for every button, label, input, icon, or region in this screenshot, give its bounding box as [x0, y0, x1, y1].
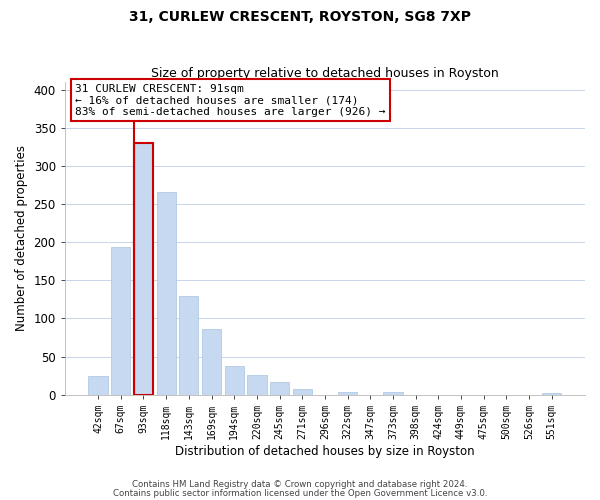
Bar — [293, 388, 312, 394]
Bar — [383, 392, 403, 394]
Text: 31, CURLEW CRESCENT, ROYSTON, SG8 7XP: 31, CURLEW CRESCENT, ROYSTON, SG8 7XP — [129, 10, 471, 24]
Text: 31 CURLEW CRESCENT: 91sqm
← 16% of detached houses are smaller (174)
83% of semi: 31 CURLEW CRESCENT: 91sqm ← 16% of detac… — [75, 84, 386, 117]
Title: Size of property relative to detached houses in Royston: Size of property relative to detached ho… — [151, 66, 499, 80]
Bar — [338, 392, 357, 394]
Bar — [224, 366, 244, 394]
Bar — [202, 329, 221, 394]
X-axis label: Distribution of detached houses by size in Royston: Distribution of detached houses by size … — [175, 444, 475, 458]
Bar — [270, 382, 289, 394]
Text: Contains public sector information licensed under the Open Government Licence v3: Contains public sector information licen… — [113, 489, 487, 498]
Text: Contains HM Land Registry data © Crown copyright and database right 2024.: Contains HM Land Registry data © Crown c… — [132, 480, 468, 489]
Bar — [179, 296, 199, 394]
Bar — [542, 393, 562, 394]
Bar — [88, 376, 108, 394]
Bar — [247, 375, 266, 394]
Bar — [111, 246, 130, 394]
Y-axis label: Number of detached properties: Number of detached properties — [15, 146, 28, 332]
Bar — [134, 143, 153, 395]
Bar — [157, 192, 176, 394]
